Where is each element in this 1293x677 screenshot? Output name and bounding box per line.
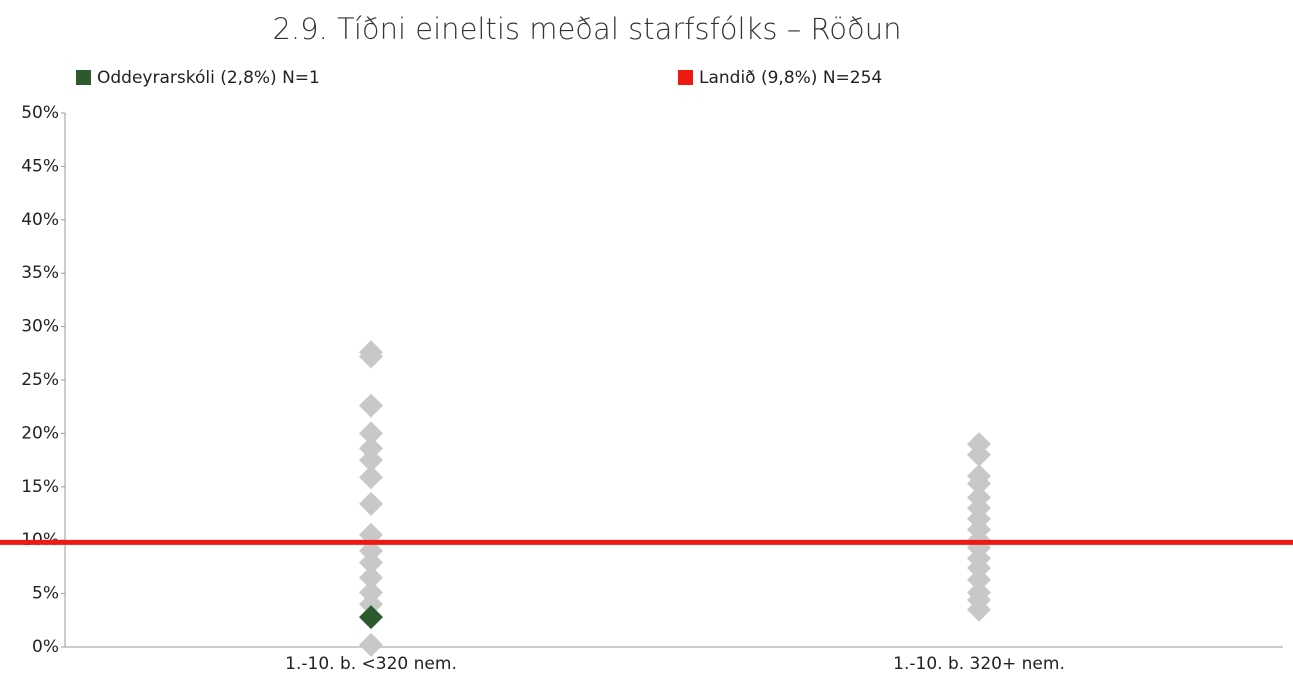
chart-title: 2.9. Tíðni eineltis meðal starfsfólks – … [272, 12, 901, 46]
x-tick-label: 1.-10. b. <320 nem. [285, 654, 457, 674]
point [359, 421, 383, 446]
y-tick-label: 0% [32, 637, 59, 657]
point [359, 565, 383, 590]
point [359, 465, 383, 490]
legend-label: Oddeyrarskóli (2,8%) N=1 [97, 68, 320, 88]
point [359, 491, 383, 516]
point [967, 471, 991, 496]
point [359, 632, 383, 657]
point [359, 605, 383, 630]
y-tick-label: 5% [32, 584, 59, 604]
point [359, 344, 383, 369]
point [359, 393, 383, 418]
y-tick-label: 45% [21, 156, 59, 176]
point [359, 550, 383, 575]
y-tick-label: 30% [21, 317, 59, 337]
legend-swatch [678, 70, 693, 85]
point [967, 442, 991, 467]
legend-label: Landið (9,8%) N=254 [699, 68, 882, 88]
y-tick-label: 20% [21, 423, 59, 443]
x-tick-label: 1.-10. b. 320+ nem. [893, 654, 1065, 674]
point [967, 567, 991, 592]
y-tick-label: 35% [21, 263, 59, 283]
point [359, 592, 383, 617]
y-tick-label: 25% [21, 370, 59, 390]
y-tick-label: 40% [21, 210, 59, 230]
y-tick-label: 15% [21, 477, 59, 497]
y-tick-label: 50% [21, 103, 59, 123]
point [967, 597, 991, 622]
legend-swatch [76, 70, 91, 85]
point [359, 448, 383, 473]
